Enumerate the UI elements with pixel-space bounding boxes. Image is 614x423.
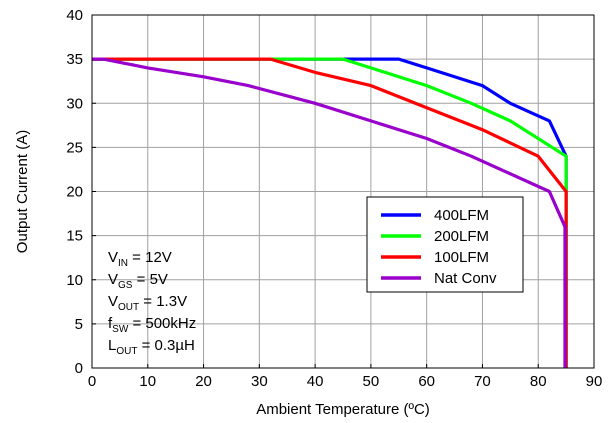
x-tick-labels: 0 10 20 30 40 50 60 70 80 90 <box>88 373 603 390</box>
x-tick-label: 0 <box>88 373 96 390</box>
plot-frame <box>91 14 595 369</box>
x-tick-label: 40 <box>307 373 324 390</box>
x-tick-label: 70 <box>474 373 491 390</box>
y-tick-label: 10 <box>66 272 83 289</box>
condition-subscript: GS <box>118 280 133 291</box>
condition-line: fSW = 500kHz <box>108 315 196 335</box>
x-tick-label: 30 <box>251 373 268 390</box>
legend: 400LFM 200LFM 100LFM Nat Conv <box>366 196 524 293</box>
condition-symbol: V <box>108 271 118 288</box>
y-tick-label: 5 <box>75 316 83 333</box>
condition-symbol: f <box>108 315 113 332</box>
y-tick-label: 35 <box>66 51 83 68</box>
condition-subscript: SW <box>112 324 129 335</box>
condition-value: = 500kHz <box>128 315 196 332</box>
x-tick-label: 90 <box>586 373 603 390</box>
y-tick-label: 30 <box>66 95 83 112</box>
condition-symbol: L <box>108 337 116 354</box>
series-line-2 <box>92 57 568 368</box>
legend-entry: Nat Conv <box>434 270 497 287</box>
condition-value: = 1.3V <box>139 293 187 310</box>
y-tick-labels: 0 5 10 15 20 25 30 35 40 <box>66 7 83 377</box>
legend-box <box>366 196 524 293</box>
condition-line: VGS = 5V <box>108 271 168 291</box>
condition-subscript: IN <box>118 258 128 269</box>
x-tick-label: 60 <box>418 373 435 390</box>
grid-lines <box>91 14 595 369</box>
legend-entry: 200LFM <box>434 228 489 245</box>
condition-line: VOUT = 1.3V <box>108 293 187 313</box>
series-line-1 <box>92 57 568 368</box>
legend-entry: 400LFM <box>434 207 489 224</box>
condition-value: = 5V <box>132 271 167 288</box>
condition-value: = 12V <box>128 249 172 266</box>
condition-line: LOUT = 0.3µH <box>108 337 195 357</box>
x-tick-label: 80 <box>530 373 547 390</box>
series-lines <box>92 57 568 368</box>
x-tick-label: 50 <box>363 373 380 390</box>
series-line-3 <box>92 57 567 368</box>
y-tick-label: 25 <box>66 139 83 156</box>
y-axis-label: Output Current (A) <box>14 130 31 253</box>
x-tick-label: 10 <box>139 373 156 390</box>
y-tick-label: 15 <box>66 228 83 245</box>
y-tick-label: 20 <box>66 184 83 201</box>
x-axis-label: Ambient Temperature (ºC) <box>256 401 430 418</box>
condition-symbol: V <box>108 249 118 266</box>
condition-value: = 0.3µH <box>137 337 194 354</box>
legend-entry: 100LFM <box>434 249 489 266</box>
y-tick-label: 0 <box>75 360 83 377</box>
condition-subscript: OUT <box>116 346 137 357</box>
condition-symbol: V <box>108 293 118 310</box>
condition-line: VIN = 12V <box>108 249 172 269</box>
condition-subscript: OUT <box>118 302 139 313</box>
x-tick-label: 20 <box>195 373 212 390</box>
series-line-0 <box>92 57 568 368</box>
y-tick-label: 40 <box>66 7 83 24</box>
